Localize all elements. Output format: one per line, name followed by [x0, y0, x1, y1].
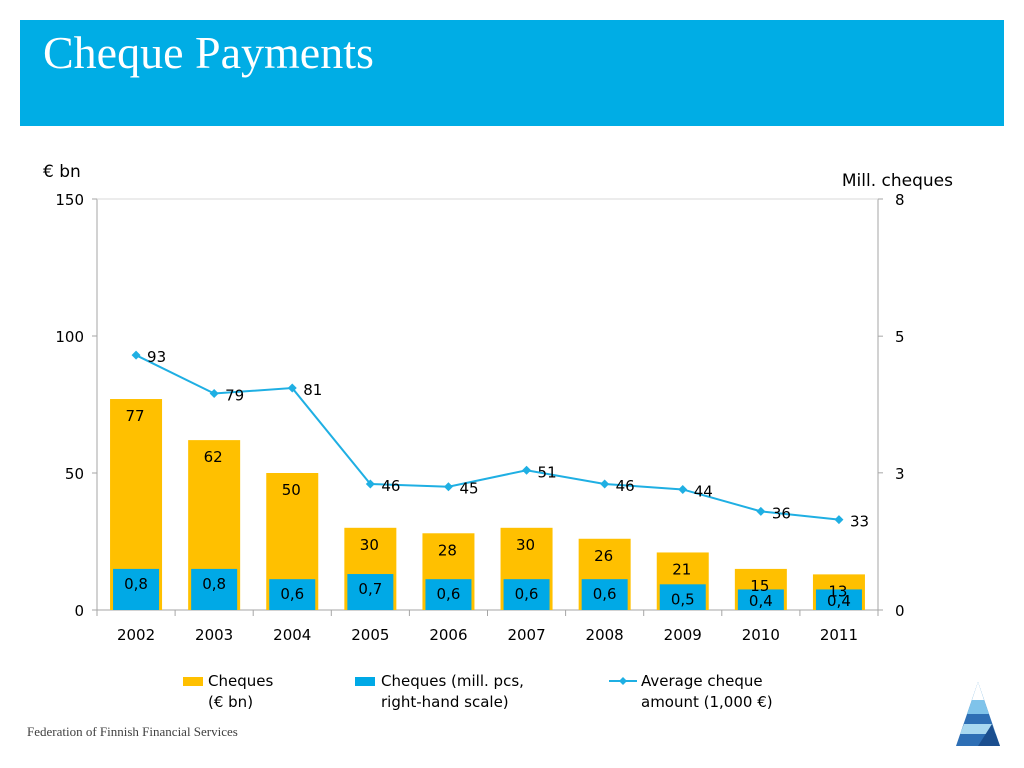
page-title: Cheque Payments — [43, 27, 374, 78]
label-cheques-eur: 13 — [828, 582, 847, 600]
legend-label-cheques-count: right-hand scale) — [381, 693, 509, 711]
x-axis-tick-label: 2008 — [586, 626, 624, 644]
line-marker-average-cheque — [131, 350, 141, 360]
bar-cheques-count — [581, 579, 628, 610]
bar-cheques-count — [815, 589, 862, 610]
label-average-cheque: 44 — [694, 482, 713, 500]
label-cheques-eur: 30 — [360, 536, 379, 554]
chart-line — [131, 350, 844, 525]
x-axis-tick-label: 2009 — [664, 626, 702, 644]
left-axis-tick-label: 50 — [65, 465, 84, 483]
label-cheques-eur: 28 — [438, 541, 457, 559]
left-axis-title: € bn — [43, 162, 81, 182]
right-axis-tick-label: 0 — [895, 602, 905, 620]
label-cheques-eur: 50 — [282, 481, 301, 499]
label-average-cheque: 33 — [850, 513, 869, 531]
label-cheques-count: 0,8 — [124, 575, 148, 593]
bar-cheques-count — [113, 568, 160, 610]
bar-cheques-count — [347, 574, 394, 610]
bar-cheques-count — [191, 568, 238, 610]
bar-cheques-count — [425, 579, 472, 610]
label-cheques-eur: 30 — [516, 536, 535, 554]
legend-label-average-cheque: Average cheque — [641, 672, 763, 690]
x-axis-tick-label: 2011 — [820, 626, 858, 644]
x-axis-tick-label: 2002 — [117, 626, 155, 644]
legend-swatch-cheques-eur — [183, 677, 203, 686]
chart-data-labels: 77 62 50 30 28 30 26 21 15 13 0,8 0,8 0,6 0,7 0,6 0,6 0,… — [124, 348, 869, 610]
bar-cheques-count — [269, 579, 316, 610]
label-cheques-count: 0,6 — [437, 585, 461, 603]
label-cheques-count: 0,6 — [280, 585, 304, 603]
title-bar — [20, 20, 1004, 126]
pyramid-logo-icon — [956, 682, 1000, 746]
bar-cheques-count — [737, 589, 784, 610]
line-marker-average-cheque — [365, 479, 375, 489]
chart-bars — [110, 399, 865, 610]
left-axis-tick-label: 150 — [55, 191, 84, 209]
left-axis-tick-label: 0 — [74, 602, 84, 620]
label-cheques-count: 0,4 — [749, 592, 773, 610]
line-marker-average-cheque — [209, 389, 219, 399]
footer-organization: Federation of Finnish Financial Services — [27, 724, 238, 739]
right-axis-tick-label: 3 — [895, 465, 905, 483]
label-cheques-eur: 21 — [672, 560, 691, 578]
label-average-cheque: 81 — [303, 381, 322, 399]
label-cheques-eur: 77 — [126, 407, 145, 425]
legend-swatch-cheques-count — [355, 677, 375, 686]
legend-swatch-average-marker — [619, 677, 627, 685]
label-cheques-eur: 26 — [594, 547, 613, 565]
line-marker-average-cheque — [756, 506, 766, 516]
x-axis-tick-label: 2010 — [742, 626, 780, 644]
label-cheques-count: 0,6 — [593, 585, 617, 603]
bar-cheques-count — [503, 579, 550, 610]
line-average-cheque — [135, 354, 840, 521]
line-marker-average-cheque — [443, 482, 453, 492]
right-axis-tick-label: 5 — [895, 328, 905, 346]
legend-label-cheques-count: Cheques (mill. pcs, — [381, 672, 524, 690]
line-marker-average-cheque — [522, 465, 532, 475]
x-axis-tick-label: 2005 — [351, 626, 389, 644]
line-marker-average-cheque — [834, 515, 844, 525]
label-average-cheque: 36 — [772, 504, 791, 522]
legend-label-cheques-eur: Cheques — [208, 672, 273, 690]
label-average-cheque: 46 — [381, 477, 400, 495]
label-average-cheque: 46 — [616, 477, 635, 495]
label-average-cheque: 45 — [459, 480, 478, 498]
label-average-cheque: 51 — [538, 463, 557, 481]
chart-axes: 0 50 100 150 0 3 5 8 € bn Mill. cheques 2002 2003 20… — [43, 162, 953, 644]
label-cheques-count: 0,7 — [358, 580, 382, 598]
chart-legend: Cheques (€ bn) Cheques (mill. pcs, right-ha… — [183, 672, 773, 711]
left-axis-tick-label: 100 — [55, 328, 84, 346]
label-cheques-eur: 62 — [204, 448, 223, 466]
x-axis-tick-label: 2006 — [429, 626, 467, 644]
bar-cheques-count — [659, 584, 706, 610]
label-cheques-count: 0,5 — [671, 590, 695, 608]
label-cheques-count: 0,8 — [202, 575, 226, 593]
label-average-cheque: 93 — [147, 348, 166, 366]
label-cheques-count: 0,4 — [827, 592, 851, 610]
x-axis-tick-label: 2004 — [273, 626, 311, 644]
right-axis-tick-label: 8 — [895, 191, 905, 209]
label-cheques-count: 0,6 — [515, 585, 539, 603]
x-axis-tick-label: 2003 — [195, 626, 233, 644]
legend-label-cheques-eur: (€ bn) — [208, 693, 253, 711]
legend-label-average-cheque: amount (1,000 €) — [641, 693, 773, 711]
line-marker-average-cheque — [600, 479, 610, 489]
x-axis-tick-label: 2007 — [507, 626, 545, 644]
label-average-cheque: 79 — [225, 387, 244, 405]
line-marker-average-cheque — [678, 484, 688, 494]
line-marker-average-cheque — [287, 383, 297, 393]
label-cheques-eur: 15 — [750, 577, 769, 595]
right-axis-title: Mill. cheques — [842, 171, 953, 191]
